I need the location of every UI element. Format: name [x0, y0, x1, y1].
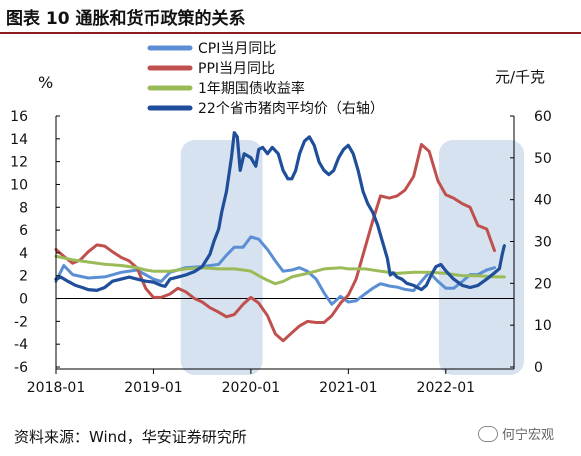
shaded-region-2	[438, 140, 524, 375]
series-line-4	[54, 131, 506, 292]
legend-label-2: PPI当月同比	[198, 61, 275, 77]
left-tick-label: 8	[19, 200, 28, 216]
right-tick-label: 10	[534, 318, 552, 334]
x-tick-label: 2018-01	[27, 380, 86, 396]
right-tick-label: 20	[534, 276, 552, 292]
source-note: 资料来源：Wind，华安证券研究所	[14, 428, 247, 446]
right-axis-unit: 元/千克	[495, 68, 545, 86]
series-line-1	[54, 235, 496, 306]
left-tick-label: 16	[10, 109, 28, 125]
chart-title: 图表 10 通胀和货币政策的关系	[6, 9, 246, 29]
left-tick-label: -4	[14, 337, 28, 353]
shaded-region-1	[180, 140, 263, 375]
legend-label-3: 1年期国债收益率	[198, 80, 305, 97]
series-line-2	[54, 143, 496, 343]
chart: -6 -4 -2 0 2 4 6 8 10 12 14 16 0 10 20 30 40 50 60 2018-01 2…	[10, 41, 552, 396]
axes: -6 -4 -2 0 2 4 6 8 10 12 14 16 0 10 20 30 40 50 60 2018-01 2…	[10, 68, 552, 396]
left-tick-label: -2	[14, 314, 28, 330]
right-tick-label: 60	[534, 109, 552, 125]
left-tick-label: -6	[14, 360, 28, 376]
x-tick-label: 2022-01	[417, 380, 476, 396]
left-tick-label: 6	[19, 223, 28, 239]
left-tick-label: 4	[19, 246, 28, 262]
left-tick-label: 0	[19, 292, 28, 308]
legend-label-1: CPI当月同比	[198, 41, 276, 57]
left-tick-label: 12	[10, 155, 28, 171]
left-tick-label: 10	[10, 177, 28, 193]
x-tick-label: 2019-01	[124, 380, 183, 396]
series-line-3	[54, 254, 506, 286]
x-tick-label: 2020-01	[222, 380, 281, 396]
right-tick-label: 40	[534, 193, 552, 209]
legend: CPI当月同比 PPI当月同比 1年期国债收益率 22个省市猪肉平均价（右轴）	[147, 41, 384, 117]
watermark: 何宁宏观	[478, 424, 554, 443]
wechat-icon	[478, 425, 498, 442]
title-rule	[0, 32, 581, 34]
shaded-regions	[180, 140, 524, 375]
left-tick-label: 2	[19, 269, 28, 285]
watermark-text: 何宁宏观	[502, 428, 555, 443]
x-tick-label: 2021-01	[319, 380, 378, 396]
left-tick-label: 14	[10, 132, 28, 148]
left-axis-unit: %	[38, 73, 53, 92]
series-lines	[54, 131, 506, 343]
right-tick-label: 30	[534, 235, 552, 251]
right-tick-label: 50	[534, 151, 552, 167]
legend-label-4: 22个省市猪肉平均价（右轴）	[198, 100, 384, 117]
right-tick-label: 0	[534, 360, 543, 376]
